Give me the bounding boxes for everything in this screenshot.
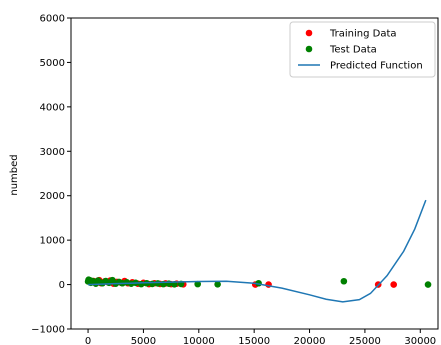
y-tick-label-3000: 3000 bbox=[40, 147, 65, 158]
x-tick-label-15000: 15000 bbox=[238, 336, 270, 345]
test-data-point-19 bbox=[137, 280, 145, 288]
y-axis-label: numbed bbox=[9, 154, 20, 195]
x-tick-label-5000: 5000 bbox=[131, 336, 156, 345]
legend-test-data-swatch bbox=[305, 45, 313, 53]
test-data-point-30 bbox=[340, 277, 348, 285]
test-data-point-31 bbox=[424, 281, 432, 288]
y-tick-label--1000: −1000 bbox=[31, 325, 65, 336]
predicted-function-line bbox=[88, 199, 427, 303]
y-tick-label-6000: 6000 bbox=[40, 14, 65, 25]
x-tick-label-0: 0 bbox=[85, 336, 91, 345]
y-tick-label-0: 0 bbox=[59, 280, 65, 291]
ticks: 0 5000 10000 15000 20000 25000 30000 −1000 0 1000… bbox=[31, 14, 436, 345]
x-tick-label-30000: 30000 bbox=[404, 336, 436, 345]
legend-training-data-label: Training Data bbox=[329, 29, 397, 40]
y-tick-label-4000: 4000 bbox=[40, 102, 65, 113]
y-tick-label-5000: 5000 bbox=[40, 58, 65, 69]
x-tick-label-25000: 25000 bbox=[349, 336, 381, 345]
x-tick-label-10000: 10000 bbox=[183, 336, 215, 345]
test-data-point-27 bbox=[194, 280, 201, 288]
y-tick-label-1000: 1000 bbox=[40, 236, 65, 247]
y-tick-label-2000: 2000 bbox=[40, 191, 65, 202]
legend-box bbox=[289, 21, 436, 78]
legend-training-data-swatch bbox=[305, 29, 313, 37]
x-tick-label-20000: 20000 bbox=[294, 336, 326, 345]
plot-area bbox=[84, 199, 432, 303]
legend: Training Data Test Data Predicted Function bbox=[289, 21, 436, 78]
test-data-point-28 bbox=[214, 281, 221, 288]
legend-test-data-label: Test Data bbox=[329, 45, 377, 56]
training-data-point-27 bbox=[390, 281, 398, 288]
legend-predicted-function-label: Predicted Function bbox=[330, 61, 423, 72]
